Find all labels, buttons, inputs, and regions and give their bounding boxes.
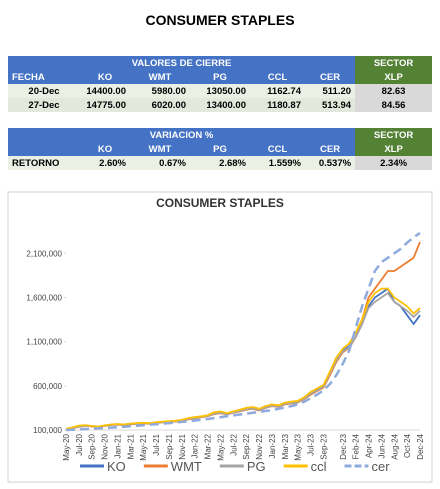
legend-label: cer [372, 459, 391, 474]
col-header: WMT [130, 142, 190, 156]
col-header: CER [305, 70, 356, 84]
variation-table: VARIACION % SECTOR KO WMT PG CCL CER XLP RETOR… [8, 128, 433, 170]
x-tick-label: May-20 [62, 433, 71, 460]
x-tick-label: Feb-24 [352, 433, 361, 459]
x-tick-label: Dec-24 [416, 433, 425, 459]
x-tick-label: Oct-24 [403, 433, 412, 458]
cell: 5980.00 [151, 85, 186, 97]
col-header: WMT [130, 70, 190, 84]
x-tick-label: May-21 [139, 433, 148, 460]
y-tick-label: 100,000 [33, 426, 62, 435]
y-tick-label: 600,000 [33, 382, 62, 391]
x-tick-label: Sep-22 [242, 433, 251, 459]
x-tick-label: May-23 [294, 433, 303, 460]
page-title: CONSUMER STAPLES [145, 12, 295, 28]
cell: 2.68% [219, 157, 246, 169]
cell: 1180.87 [267, 99, 301, 111]
cell: 511.20 [322, 85, 352, 97]
cell: 14400.00 [86, 85, 126, 97]
y-tick-label: 1,600,000 [26, 294, 62, 303]
x-tick-label: Mar-21 [126, 433, 135, 459]
cell: 27-Dec [28, 99, 60, 111]
col-header: PG [190, 142, 250, 156]
x-tick-label: Jan-21 [113, 433, 122, 458]
sector-header: SECTOR [355, 56, 433, 70]
cell: 513.94 [322, 99, 352, 111]
cell: 13050.00 [206, 85, 246, 97]
x-tick-label: May-22 [216, 433, 225, 460]
cell: 1.559% [268, 157, 301, 169]
x-tick-label: Aug-24 [390, 433, 399, 459]
x-tick-label: Mar-22 [204, 433, 213, 459]
cell: 82.63 [355, 84, 433, 98]
x-tick-label: Jan-22 [191, 433, 200, 458]
x-tick-label: Sep-23 [319, 433, 328, 459]
series-line [65, 287, 421, 430]
chart-frame [7, 191, 433, 483]
cell: 20-Dec [28, 85, 60, 97]
col-header: FECHA [8, 70, 80, 84]
x-tick-label: Jun-24 [377, 433, 386, 458]
x-tick-label: Jul-22 [229, 433, 238, 455]
x-tick-label: Nov-22 [255, 433, 264, 459]
x-tick-label: Sep-21 [165, 433, 174, 459]
y-tick-label: 2,100,000 [26, 249, 62, 258]
cell: 14775.00 [86, 99, 126, 111]
col-header: XLP [355, 142, 433, 156]
cell: 2.60% [99, 157, 126, 169]
legend-label: PG [247, 459, 266, 474]
col-header: CER [305, 142, 356, 156]
x-tick-label: Nov-21 [178, 433, 187, 459]
legend-label: WMT [171, 459, 202, 474]
y-tick-label: 1,100,000 [26, 338, 62, 347]
cell: 1162.74 [267, 85, 301, 97]
cell: 84.56 [355, 98, 433, 112]
col-header: CCL [250, 142, 305, 156]
legend-label: KO [107, 459, 126, 474]
x-tick-label: Apr-24 [365, 433, 374, 458]
cell: 0.67% [159, 157, 186, 169]
row-label: RETORNO [12, 157, 60, 169]
cell: 2.34% [355, 156, 433, 170]
x-tick-label: Jul-23 [307, 433, 316, 455]
legend-label: ccl [311, 459, 327, 474]
x-tick-label: Nov-20 [101, 433, 110, 459]
x-tick-label: Mar-23 [281, 433, 290, 459]
col-header: KO [80, 142, 130, 156]
col-header [8, 142, 80, 156]
col-header: XLP [355, 70, 433, 84]
table-title: VALORES DE CIERRE [8, 56, 356, 70]
chart-title: CONSUMER STAPLES [156, 196, 284, 210]
closing-table: VALORES DE CIERRE SECTOR FECHA KO WMT PG CCL C… [8, 56, 433, 112]
col-header: KO [80, 70, 130, 84]
cell: 0.537% [318, 157, 352, 169]
col-header: CCL [250, 70, 305, 84]
x-tick-label: Jul-20 [75, 433, 84, 455]
col-header: PG [190, 70, 250, 84]
x-tick-label: Dec-23 [339, 433, 348, 459]
cell: 13400.00 [206, 99, 246, 111]
x-tick-label: Jan-23 [268, 433, 277, 458]
sector-header: SECTOR [355, 128, 433, 142]
series-line [65, 231, 421, 432]
x-tick-label: Jul-21 [152, 433, 161, 455]
table-title: VARIACION % [8, 128, 356, 142]
x-tick-label: Sep-20 [88, 433, 97, 459]
cell: 6020.00 [151, 99, 186, 111]
